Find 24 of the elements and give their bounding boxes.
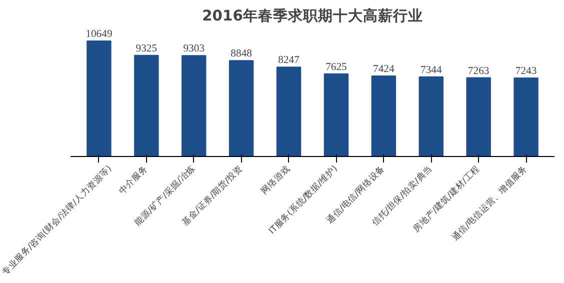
bar	[514, 77, 538, 156]
data-label: 8848	[230, 48, 252, 60]
x-tick-label: 中介服务	[116, 163, 150, 196]
data-label: 7424	[373, 64, 396, 76]
data-label: 7344	[420, 64, 442, 76]
bar	[371, 76, 396, 156]
data-label: 9303	[183, 44, 205, 55]
x-tick-label: 专业服务/咨询(财会/法律/人力资源等)	[0, 163, 114, 278]
bar	[228, 60, 254, 156]
bar	[86, 40, 112, 156]
bar	[134, 54, 159, 156]
data-label: 7243	[515, 66, 537, 77]
bar	[324, 73, 349, 156]
data-label: 9325	[136, 43, 158, 54]
x-tick-label: 网络游戏	[259, 163, 292, 196]
data-label: 7625	[326, 62, 347, 73]
bar	[276, 66, 302, 156]
bar	[182, 55, 206, 156]
bar	[418, 76, 444, 156]
chart-title: 2016年春季求职期十大高薪行业	[202, 6, 423, 24]
data-label: 7263	[468, 66, 490, 77]
data-label: 8247	[278, 55, 300, 66]
data-label: 10649	[86, 29, 112, 40]
bar	[466, 77, 491, 156]
